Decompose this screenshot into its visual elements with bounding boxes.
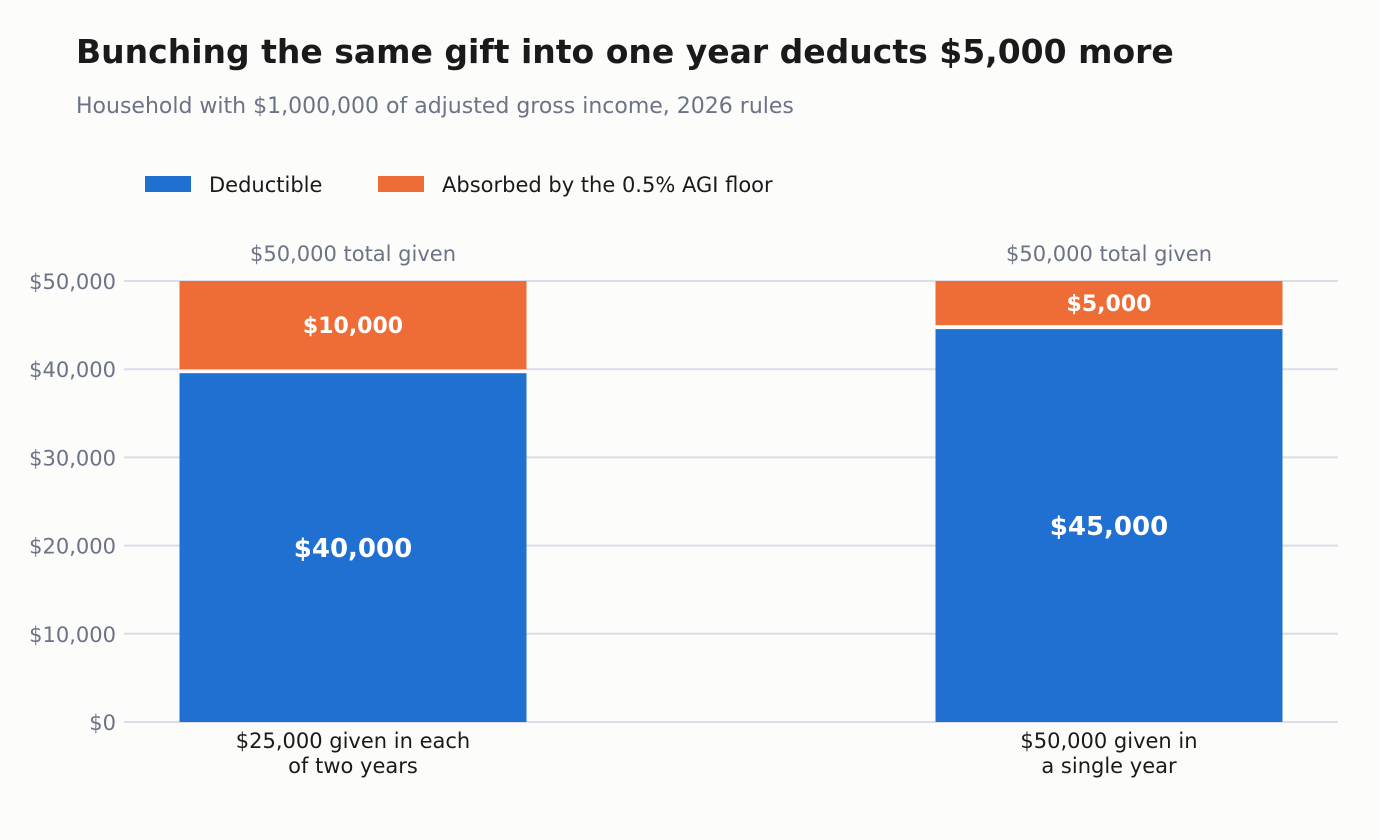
- legend-label: Deductible: [209, 173, 322, 197]
- y-tick-label: $30,000: [29, 446, 116, 470]
- legend-swatch: [145, 176, 191, 192]
- bar-segment: [935, 281, 1283, 326]
- chart-title: Bunching the same gift into one year ded…: [76, 32, 1174, 71]
- data-label: $10,000: [303, 314, 403, 339]
- total-label: $50,000 total given: [250, 242, 456, 266]
- bar-segment: [179, 281, 527, 370]
- y-tick-label: $0: [89, 711, 116, 735]
- bar-segment: [179, 373, 527, 722]
- bar-segment: [935, 329, 1283, 722]
- data-label: $40,000: [294, 534, 412, 564]
- x-category-label: $25,000 given in each: [236, 729, 470, 753]
- x-category-label: $50,000 given in: [1020, 729, 1197, 753]
- total-label: $50,000 total given: [1006, 242, 1212, 266]
- x-category-label: a single year: [1041, 754, 1177, 778]
- legend-swatch: [378, 176, 424, 192]
- legend-label: Absorbed by the 0.5% AGI floor: [442, 173, 773, 197]
- data-label: $45,000: [1050, 512, 1168, 542]
- y-tick-label: $20,000: [29, 535, 116, 559]
- y-tick-label: $40,000: [29, 358, 116, 382]
- y-tick-label: $50,000: [29, 270, 116, 294]
- y-tick-label: $10,000: [29, 623, 116, 647]
- x-category-label: of two years: [288, 754, 418, 778]
- data-label: $5,000: [1067, 292, 1152, 317]
- chart-subtitle: Household with $1,000,000 of adjusted gr…: [76, 94, 794, 119]
